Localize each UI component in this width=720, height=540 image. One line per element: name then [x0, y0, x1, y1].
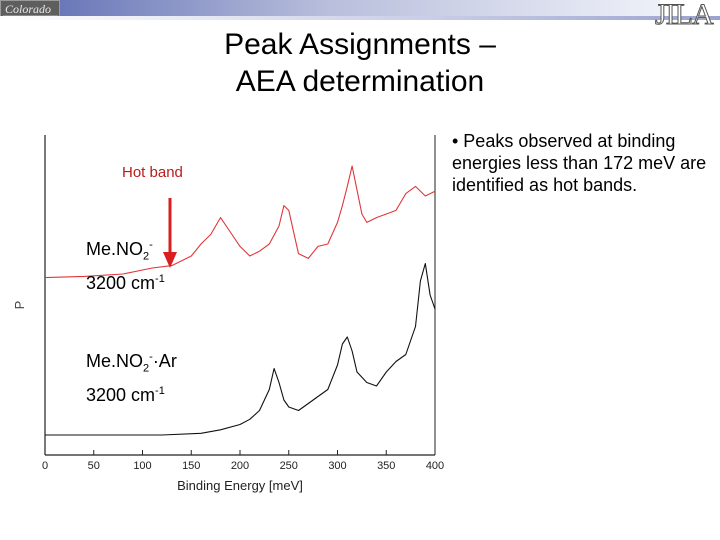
series1-label: Me.NO2- 3200 cm-1: [86, 234, 165, 294]
jila-logo: JILA: [655, 0, 715, 31]
series1-frequency-unit: -1: [155, 272, 165, 285]
spectrum-chart-svg: 0 50 100 150 200 250 300 350 400 Binding Energy […: [12, 135, 444, 493]
x-tick-label-150: 150: [182, 460, 200, 472]
series2-frequency-unit: -1: [155, 384, 165, 397]
x-tick-label-350: 350: [377, 460, 395, 472]
spectrum-chart: 0 50 100 150 200 250 300 350 400 Binding Energy […: [0, 120, 460, 510]
header-band: [60, 0, 660, 18]
x-tick-label-0: 0: [42, 460, 48, 472]
x-axis-label: Binding Energy [meV]: [177, 478, 303, 493]
x-tick-label-50: 50: [88, 460, 100, 472]
series1-formula: Me.NO: [86, 239, 144, 259]
slide-title-line1: Peak Assignments –: [224, 28, 496, 61]
x-tick-label-200: 200: [231, 460, 249, 472]
bullet-point: • Peaks observed at binding energies les…: [452, 131, 707, 195]
series1-superscript: -: [149, 239, 153, 251]
slide-title-line2: AEA determination: [235, 65, 485, 98]
y-axis-label: P: [12, 301, 27, 310]
series2-formula: Me.NO: [86, 351, 144, 371]
series2-superscript: -: [149, 351, 153, 363]
slide-title: Peak Assignments – AEA determination: [160, 26, 560, 100]
hot-band-label: Hot band: [122, 164, 183, 181]
header-band-stripe: [0, 16, 720, 20]
series-line-2: [45, 262, 436, 436]
university-logo-text: Colorado: [5, 2, 52, 16]
series2-frequency: 3200 cm: [86, 384, 156, 405]
x-tick-label-250: 250: [280, 460, 298, 472]
x-tick-label-300: 300: [328, 460, 346, 472]
x-tick-label-400: 400: [426, 460, 444, 472]
series1-subscript: 2: [143, 250, 150, 263]
series2-tail: ·Ar: [152, 351, 177, 371]
series2-subscript: 2: [143, 362, 150, 375]
x-tick-label-100: 100: [133, 460, 151, 472]
series2-label: Me.NO2-·Ar 3200 cm-1: [86, 346, 177, 406]
series-line-1: [44, 165, 436, 279]
series1-frequency: 3200 cm: [86, 272, 156, 293]
hot-band-arrow-head: [163, 252, 177, 268]
